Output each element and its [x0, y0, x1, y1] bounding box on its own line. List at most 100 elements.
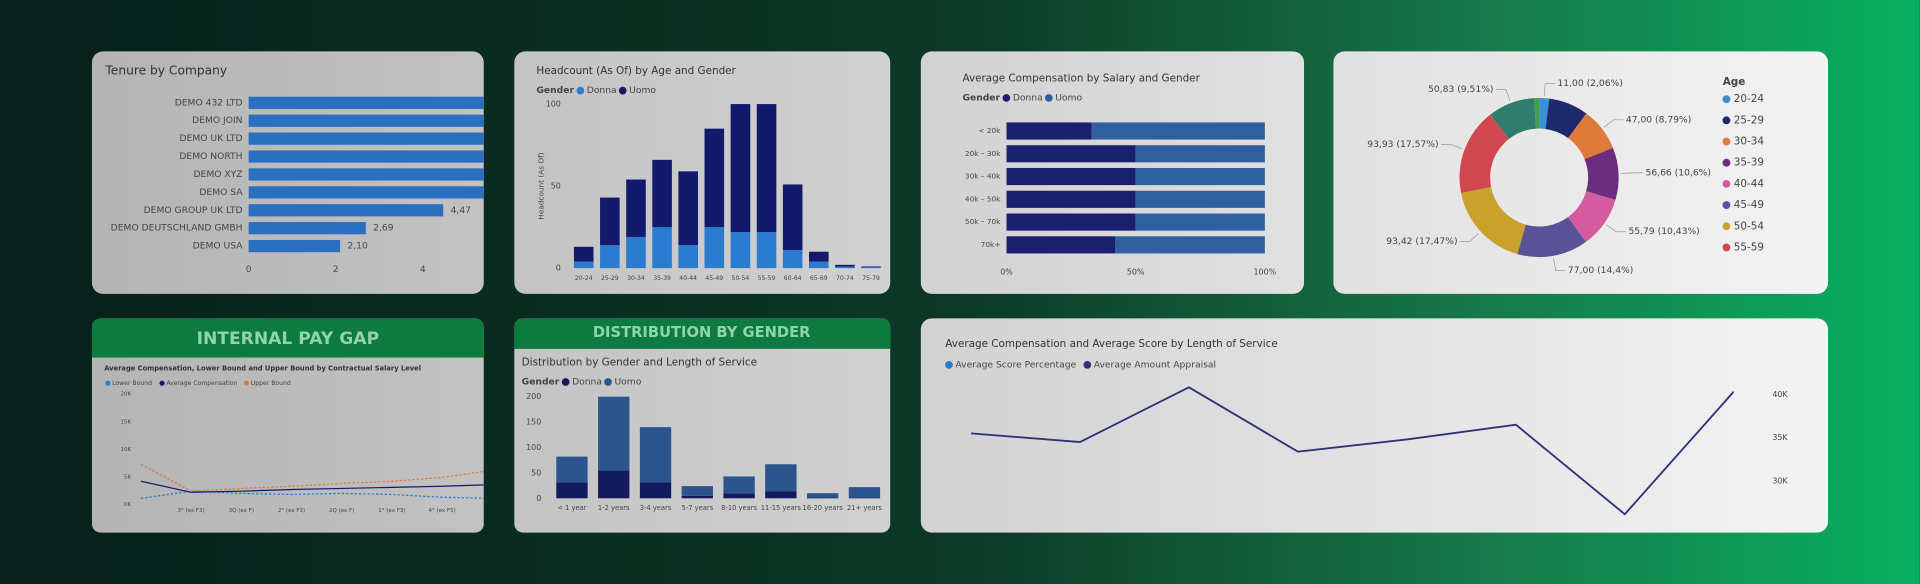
bar-segment	[730, 232, 751, 269]
legend-swatch	[1044, 94, 1053, 102]
value-label: 47,00 (8,79%)	[1626, 114, 1691, 125]
bar-segment	[626, 236, 646, 269]
legend-label: Donna	[572, 376, 602, 387]
legend-label: Upper Bound	[251, 380, 291, 387]
line	[140, 490, 484, 499]
x-tick-label: 60-64	[784, 275, 802, 282]
bar-segment	[765, 464, 797, 492]
legend-swatch	[1722, 116, 1731, 125]
legend-label: Average Compensation	[166, 380, 237, 387]
category-label: DEMO USA	[193, 241, 244, 252]
value-label: 4,47	[451, 205, 472, 216]
legend-label: Uomo	[629, 85, 656, 96]
category-label: DEMO 432 LTD	[175, 97, 243, 108]
x-tick-label: 11-15 years	[761, 504, 802, 512]
donut-slice	[1545, 98, 1587, 139]
bar-segment	[652, 227, 672, 269]
leader-line	[1621, 172, 1644, 174]
bar-segment	[809, 261, 829, 269]
bar-segment	[848, 497, 881, 499]
leader-line	[1440, 144, 1463, 150]
line	[970, 386, 1734, 516]
donut-slice	[1490, 98, 1537, 139]
x-tick-label: 21+ years	[847, 504, 882, 512]
legend-label: 25-29	[1734, 114, 1764, 126]
x-tick-label: < 1 year	[557, 504, 586, 512]
x-tick-label: 4° (ex F5)	[428, 508, 455, 514]
bar-segment	[1135, 145, 1265, 163]
donut-slice	[1517, 217, 1586, 258]
panel-header-title: INTERNAL PAY GAP	[197, 329, 380, 349]
legend-label: 45-49	[1734, 199, 1764, 211]
panel	[91, 318, 484, 533]
bar	[248, 204, 444, 217]
value-label: 56,66 (10,6%)	[1646, 167, 1711, 178]
bar-segment	[723, 476, 755, 494]
category-label: DEMO DEUTSCHLAND GMBH	[111, 223, 243, 234]
x-tick-label: 40-44	[679, 275, 697, 282]
x-tick-label: 3° (ex F3)	[178, 508, 205, 514]
legend-label: 20-24	[1734, 93, 1765, 105]
legend-swatch	[945, 360, 953, 369]
x-tick-label: 20-24	[575, 275, 593, 282]
bar-segment	[556, 482, 588, 499]
legend-label: Uomo	[1055, 92, 1082, 103]
legend-title: Gender	[522, 376, 560, 387]
legend-title: Gender	[962, 92, 1000, 103]
y-tick-label: 40K	[1772, 390, 1788, 399]
bar-segment	[678, 171, 698, 246]
chart-title: Headcount (As Of) by Age and Gender	[536, 65, 736, 77]
category-label: DEMO JOIN	[192, 115, 242, 126]
x-tick-label: 100%	[1254, 267, 1277, 276]
bar-segment	[681, 495, 713, 499]
legend-swatch	[1083, 360, 1092, 369]
legend-swatch	[243, 380, 250, 386]
bar-segment	[782, 250, 803, 269]
bar-segment	[835, 264, 855, 267]
legend-swatch	[1002, 94, 1011, 102]
donut-slice	[1584, 147, 1619, 200]
x-tick-label: 3-4 years	[640, 504, 672, 512]
donut-slice	[1534, 97, 1540, 129]
bar-segment	[652, 159, 672, 228]
legend-swatch	[1722, 95, 1731, 104]
panel	[1333, 51, 1829, 294]
bar-segment	[1135, 167, 1265, 186]
panel-header	[514, 318, 891, 349]
legend-label: Uomo	[614, 376, 641, 387]
bar-segment	[704, 227, 725, 269]
legend-swatch	[1722, 222, 1731, 231]
y-tick-label: 10K	[121, 447, 132, 453]
leader-line	[1495, 88, 1511, 101]
legend-label: Lower Bound	[112, 380, 152, 387]
bar	[248, 168, 484, 181]
x-tick-label: 3Q (ex F)	[229, 508, 254, 514]
legend-swatch	[1722, 158, 1731, 167]
plot	[140, 463, 484, 499]
legend-swatch	[1722, 179, 1731, 188]
x-tick-label: 65-69	[810, 275, 828, 282]
legend-label: Donna	[1013, 92, 1043, 103]
panel	[920, 318, 1829, 533]
bar-segment	[1135, 213, 1265, 231]
y-tick-label: 50	[531, 468, 541, 477]
x-tick-label: 50-54	[732, 275, 750, 282]
bar-segment	[806, 497, 839, 499]
x-tick-label: 1° (ex F3)	[378, 508, 405, 514]
leader-line	[1553, 258, 1566, 271]
legend-label: 55-59	[1734, 241, 1764, 253]
bar-segment	[861, 267, 881, 269]
chart-title: Average Compensation by Salary and Gende…	[962, 72, 1200, 84]
category-label: DEMO GROUP UK LTD	[144, 205, 243, 216]
legend-swatch	[604, 378, 612, 386]
bar-segment	[756, 104, 777, 233]
category-label: < 20k	[978, 126, 1001, 135]
donut-slice	[1461, 187, 1526, 255]
category-label: DEMO XYZ	[193, 169, 242, 180]
y-tick-label: 100	[526, 443, 541, 452]
y-tick-label: 35K	[1772, 433, 1788, 442]
bar-segment	[806, 493, 839, 498]
value-label: 93,93 (17,57%)	[1367, 139, 1438, 150]
